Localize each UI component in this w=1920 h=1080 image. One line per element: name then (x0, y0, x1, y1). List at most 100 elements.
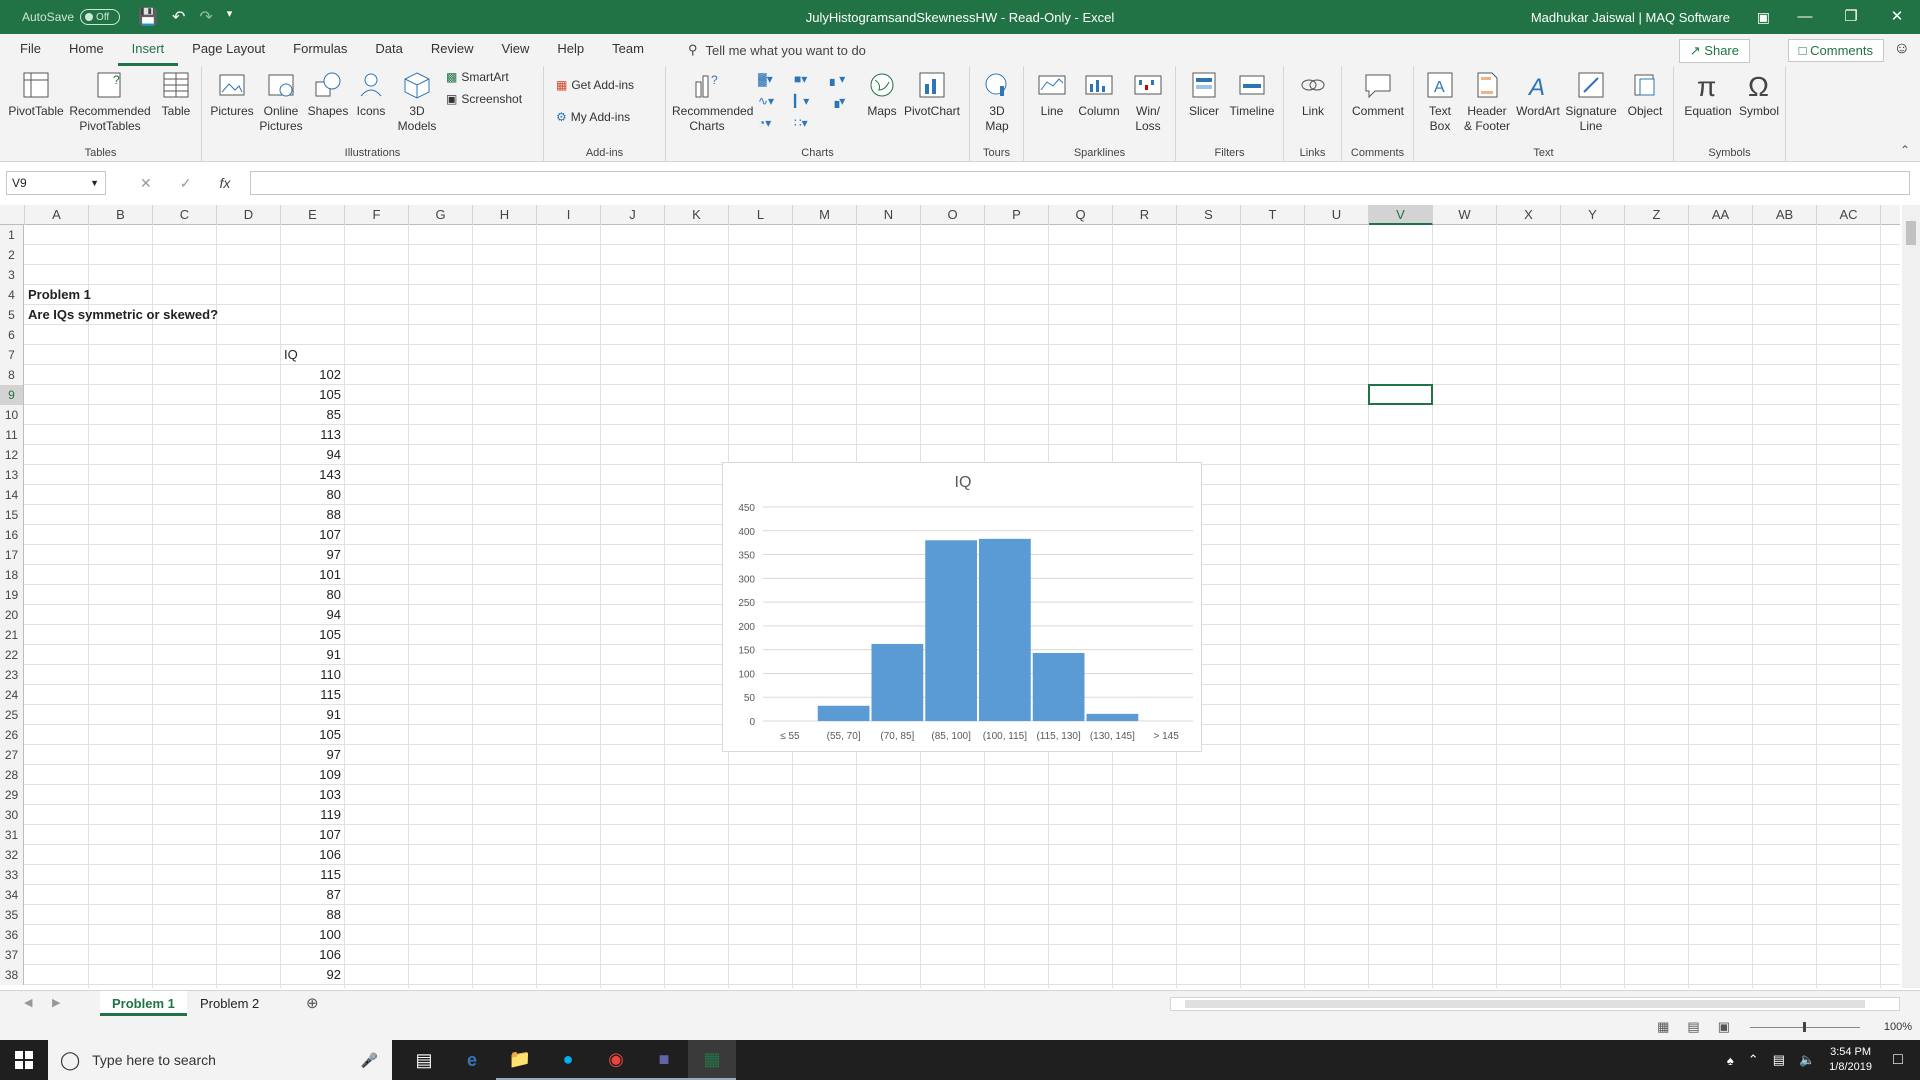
ribbon-display-options-icon[interactable]: ▣ (1756, 8, 1770, 25)
iq-histogram-chart[interactable]: IQ 0 50 100 150 200 250 300 350 400 450 ≤ 55 (55, 70… (722, 462, 1202, 752)
iq-value-cell[interactable]: 143 (319, 467, 341, 482)
excel-app-icon[interactable]: ▦ (688, 1040, 736, 1080)
chrome-icon[interactable]: ◉ (592, 1040, 640, 1080)
microphone-icon[interactable]: 🎤 (360, 1051, 378, 1068)
hierarchy-chart-dropdown[interactable]: ■▾ (794, 72, 807, 86)
tab-home[interactable]: Home (68, 41, 104, 56)
row-header-14[interactable]: 14 (0, 485, 24, 505)
online-pictures-button[interactable]: Online Pictures (258, 70, 304, 134)
pie-chart-dropdown[interactable]: ◔▾ (758, 116, 771, 130)
problem-title-cell[interactable]: Problem 1 (28, 287, 91, 302)
customize-qat-icon[interactable]: ▾ (226, 8, 233, 20)
iq-value-cell[interactable]: 92 (326, 967, 341, 982)
row-header-11[interactable]: 11 (0, 425, 24, 445)
tab-page-layout[interactable]: Page Layout (192, 41, 266, 56)
iq-value-cell[interactable]: 107 (319, 827, 341, 842)
active-cell-V9[interactable] (1368, 384, 1433, 405)
share-button[interactable]: ↗ Share (1678, 39, 1750, 63)
sparkline-winloss-button[interactable]: Win/ Loss (1128, 70, 1168, 134)
column-header-G[interactable]: G (409, 205, 473, 225)
row-header-30[interactable]: 30 (0, 805, 24, 825)
horizontal-scroll-thumb[interactable] (1185, 1000, 1865, 1008)
column-header-A[interactable]: A (25, 205, 89, 225)
statistic-chart-dropdown[interactable]: ▎▾ (794, 94, 809, 108)
enter-entry-icon[interactable]: ✓ (179, 174, 192, 191)
row-header-10[interactable]: 10 (0, 405, 24, 425)
taskbar-clock[interactable]: 3:54 PM 1/8/2019 (1829, 1045, 1872, 1075)
column-header-I[interactable]: I (537, 205, 601, 225)
header-footer-button[interactable]: Header & Footer (1462, 70, 1512, 134)
sheet-tab-problem-1[interactable]: Problem 1 (100, 991, 187, 1016)
my-addins-button[interactable]: ⚙ My Add-ins (556, 110, 630, 124)
insert-function-icon[interactable]: fx (219, 174, 231, 191)
formula-input[interactable] (250, 171, 1910, 195)
minimize-icon[interactable]: — (1797, 8, 1813, 25)
row-header-22[interactable]: 22 (0, 645, 24, 665)
tab-team[interactable]: Team (612, 41, 644, 56)
row-header-19[interactable]: 19 (0, 585, 24, 605)
column-header-B[interactable]: B (89, 205, 153, 225)
windows-start-icon[interactable] (0, 1040, 48, 1080)
iq-value-cell[interactable]: 88 (326, 907, 341, 922)
link-button[interactable]: Link (1294, 70, 1332, 119)
smartart-button[interactable]: ▩ SmartArt (446, 70, 509, 84)
vertical-scroll-thumb[interactable] (1906, 221, 1916, 245)
iq-value-cell[interactable]: 94 (326, 447, 341, 462)
row-header-18[interactable]: 18 (0, 565, 24, 585)
screenshot-button[interactable]: ▣ Screenshot (446, 92, 522, 106)
iq-value-cell[interactable]: 91 (326, 707, 341, 722)
column-header-D[interactable]: D (217, 205, 281, 225)
row-header-34[interactable]: 34 (0, 885, 24, 905)
row-header-17[interactable]: 17 (0, 545, 24, 565)
iq-value-cell[interactable]: 101 (319, 567, 341, 582)
symbol-button[interactable]: Ω Symbol (1736, 70, 1782, 119)
row-header-33[interactable]: 33 (0, 865, 24, 885)
text-box-button[interactable]: A Text Box (1422, 70, 1458, 134)
iq-value-cell[interactable]: 100 (319, 927, 341, 942)
zoom-slider[interactable] (1750, 1022, 1860, 1032)
tray-chevron-up-icon[interactable]: ⌃ (1747, 1052, 1759, 1067)
row-header-38[interactable]: 38 (0, 965, 24, 985)
taskbar-search-box[interactable]: ◯ Type here to search 🎤 (48, 1040, 392, 1080)
column-header-AC[interactable]: AC (1817, 205, 1881, 225)
row-header-29[interactable]: 29 (0, 785, 24, 805)
iq-value-cell[interactable]: 80 (326, 487, 341, 502)
row-header-37[interactable]: 37 (0, 945, 24, 965)
iq-value-cell[interactable]: 88 (326, 507, 341, 522)
tab-file[interactable]: File (20, 41, 41, 56)
row-header-9[interactable]: 9 (0, 385, 24, 405)
column-header-C[interactable]: C (153, 205, 217, 225)
row-header-20[interactable]: 20 (0, 605, 24, 625)
row-header-3[interactable]: 3 (0, 265, 24, 285)
vertical-scrollbar[interactable] (1902, 205, 1920, 988)
zoom-level[interactable]: 100% (1883, 1021, 1912, 1033)
iq-value-cell[interactable]: 115 (320, 867, 341, 882)
iq-value-cell[interactable]: 91 (326, 647, 341, 662)
iq-value-cell[interactable]: 115 (320, 687, 341, 702)
recommended-pivottables-button[interactable]: ? Recommended PivotTables (68, 70, 152, 134)
row-header-21[interactable]: 21 (0, 625, 24, 645)
3d-models-button[interactable]: 3D Models (392, 70, 442, 134)
task-view-icon[interactable]: ▤ (415, 1049, 433, 1070)
cancel-entry-icon[interactable]: ✕ (140, 174, 152, 191)
column-header-O[interactable]: O (921, 205, 985, 225)
iq-value-cell[interactable]: 85 (326, 407, 341, 422)
zoom-slider-thumb[interactable] (1803, 1022, 1806, 1032)
horizontal-scrollbar[interactable] (1170, 997, 1900, 1011)
skype-icon[interactable]: ● (544, 1040, 592, 1080)
row-header-6[interactable]: 6 (0, 325, 24, 345)
teams-icon[interactable]: ■ (640, 1040, 688, 1080)
add-sheet-icon[interactable]: ⊕ (306, 995, 319, 1012)
row-header-25[interactable]: 25 (0, 705, 24, 725)
undo-icon[interactable]: ↶ (171, 9, 186, 26)
iq-value-cell[interactable]: 105 (319, 387, 341, 402)
name-box[interactable]: V9 ▼ (6, 171, 106, 195)
collapse-ribbon-icon[interactable]: ⌃ (1899, 143, 1910, 157)
row-header-12[interactable]: 12 (0, 445, 24, 465)
row-header-16[interactable]: 16 (0, 525, 24, 545)
iq-header-cell[interactable]: IQ (284, 347, 298, 362)
recommended-charts-button[interactable]: ? Recommended Charts (672, 70, 753, 134)
row-header-35[interactable]: 35 (0, 905, 24, 925)
iq-value-cell[interactable]: 102 (319, 367, 341, 382)
tab-review[interactable]: Review (430, 41, 474, 56)
